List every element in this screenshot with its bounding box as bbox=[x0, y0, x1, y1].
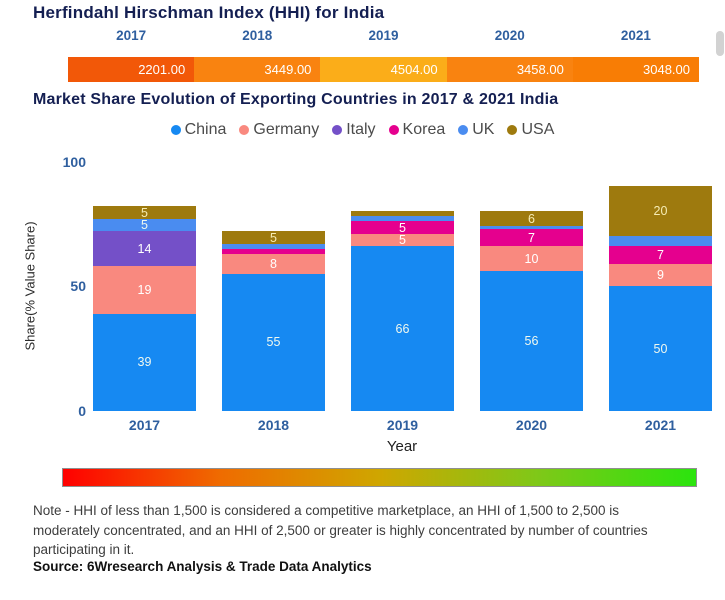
bar-data-label: 5 bbox=[399, 233, 406, 248]
bar-segment-korea-2020[interactable]: 7 bbox=[480, 228, 583, 247]
hhi-year-label: 2021 bbox=[620, 28, 651, 43]
legend-label: Germany bbox=[253, 121, 320, 138]
x-year-label: 2017 bbox=[128, 417, 161, 433]
bar-data-label: 20 bbox=[653, 204, 668, 219]
hhi-year-row: 2017 2018 2019 2020 2021 bbox=[68, 28, 699, 43]
legend-item-korea[interactable]: Korea bbox=[388, 121, 446, 139]
bar-segment-korea-2019[interactable]: 5 bbox=[351, 220, 454, 235]
bar-data-label: 5 bbox=[270, 230, 277, 245]
bar-segment-usa-2021[interactable]: 20 bbox=[609, 186, 712, 237]
x-axis-title: Year bbox=[386, 438, 418, 455]
x-year-label: 2019 bbox=[386, 417, 419, 433]
hhi-scale-gradient-bar bbox=[62, 468, 697, 487]
legend-item-china[interactable]: China bbox=[170, 121, 227, 139]
bar-segment-china-2020[interactable]: 56 bbox=[480, 271, 583, 411]
bar-segment-korea-2021[interactable]: 7 bbox=[609, 246, 712, 264]
bar-segment-germany-2021[interactable]: 9 bbox=[609, 263, 712, 287]
source-text: Source: 6Wresearch Analysis & Trade Data… bbox=[33, 559, 372, 574]
note-text: Note - HHI of less than 1,500 is conside… bbox=[33, 503, 648, 557]
hhi-year-label: 2018 bbox=[242, 28, 273, 43]
y-tick-label: 100 bbox=[62, 153, 86, 170]
legend-dot-icon bbox=[170, 125, 181, 135]
y-tick-label: 0 bbox=[78, 403, 86, 419]
y-axis-title: Share(% Value Share) bbox=[22, 221, 38, 351]
bar-data-label: 50 bbox=[653, 341, 668, 356]
bar-segment-usa-2020[interactable]: 6 bbox=[480, 211, 583, 227]
legend-label: USA bbox=[521, 121, 555, 138]
bar-data-label: 14 bbox=[137, 241, 152, 256]
bar-segment-uk-2021[interactable] bbox=[609, 236, 712, 247]
bar-data-label: 10 bbox=[524, 251, 539, 266]
legend-label: UK bbox=[472, 121, 495, 138]
bar-data-label: 6 bbox=[528, 211, 535, 226]
hhi-value: 3449.00 bbox=[264, 62, 312, 77]
legend-dot-icon bbox=[388, 125, 399, 135]
hhi-year-label: 2019 bbox=[368, 28, 399, 43]
bar-segment-uk-2017[interactable]: 5 bbox=[93, 218, 196, 233]
hhi-value: 4504.00 bbox=[390, 62, 438, 77]
hhi-segment: 2201.00 bbox=[68, 57, 195, 82]
hhi-value: 3458.00 bbox=[516, 62, 564, 77]
bar-segment-italy-2017[interactable]: 14 bbox=[93, 231, 196, 267]
legend-dot-icon bbox=[458, 125, 469, 135]
hhi-year-label: 2017 bbox=[116, 28, 147, 43]
bar-segment-usa-2017[interactable]: 5 bbox=[93, 205, 196, 220]
bar-data-label: 39 bbox=[137, 355, 152, 370]
bar-segment-uk-2018[interactable] bbox=[222, 243, 325, 249]
x-year-label: 2018 bbox=[257, 417, 290, 433]
bar-data-label: 9 bbox=[657, 268, 664, 282]
bar-segment-china-2017[interactable]: 39 bbox=[93, 313, 196, 411]
bar-segment-germany-2018[interactable]: 8 bbox=[222, 253, 325, 274]
bar-data-label: 8 bbox=[270, 256, 277, 271]
bar-data-label: 7 bbox=[657, 248, 664, 263]
scrollbar-thumb[interactable] bbox=[716, 31, 724, 56]
hhi-segment: 3048.00 bbox=[572, 57, 700, 82]
hhi-segment: 3449.00 bbox=[194, 57, 321, 82]
y-tick-label: 50 bbox=[70, 278, 86, 295]
bar-data-label: 5 bbox=[399, 220, 406, 235]
legend-item-italy[interactable]: Italy bbox=[332, 121, 376, 139]
legend-item-germany[interactable]: Germany bbox=[239, 121, 319, 139]
legend-item-usa[interactable]: USA bbox=[507, 121, 554, 139]
legend-item-uk[interactable]: UK bbox=[458, 121, 494, 139]
legend-label: Korea bbox=[402, 121, 446, 138]
legend-label: China bbox=[184, 121, 227, 138]
bar-data-label: 19 bbox=[137, 282, 152, 297]
hhi-title: Herfindahl Hirschman Index (HHI) for Ind… bbox=[33, 3, 385, 22]
legend-dot-icon bbox=[239, 125, 250, 135]
bar-segment-usa-2018[interactable]: 5 bbox=[222, 230, 325, 245]
x-year-label: 2020 bbox=[515, 417, 548, 433]
bar-data-label: 5 bbox=[141, 205, 148, 220]
legend-dot-icon bbox=[332, 125, 343, 135]
bar-data-label: 55 bbox=[266, 335, 281, 350]
hhi-segment: 3458.00 bbox=[446, 57, 573, 82]
bar-segment-china-2019[interactable]: 66 bbox=[351, 246, 454, 411]
hhi-value-strip: 2201.00 3449.00 4504.00 3458.00 3048.00 bbox=[68, 57, 700, 82]
bar-segment-uk-2020[interactable] bbox=[480, 226, 583, 229]
bar-segment-uk-2019[interactable] bbox=[351, 216, 454, 222]
bar-segment-germany-2019[interactable]: 5 bbox=[351, 233, 454, 248]
x-year-label: 2021 bbox=[644, 417, 677, 433]
bar-data-label: 56 bbox=[524, 334, 539, 349]
bar-segment-germany-2020[interactable]: 10 bbox=[480, 246, 583, 272]
bar-segment-china-2018[interactable]: 55 bbox=[222, 273, 325, 411]
bar-data-label: 66 bbox=[395, 321, 410, 336]
legend-label: Italy bbox=[346, 121, 376, 138]
chart-legend: China Germany Italy Korea UK USA bbox=[0, 121, 725, 139]
bar-segment-usa-2019[interactable] bbox=[351, 211, 454, 217]
market-share-title: Market Share Evolution of Exporting Coun… bbox=[33, 91, 559, 108]
bar-segment-china-2021[interactable]: 50 bbox=[609, 286, 712, 411]
hhi-segment: 4504.00 bbox=[320, 57, 447, 82]
hhi-value: 2201.00 bbox=[138, 62, 186, 77]
hhi-value: 3048.00 bbox=[643, 62, 691, 77]
hhi-year-label: 2020 bbox=[494, 28, 525, 43]
bar-data-label: 5 bbox=[141, 218, 148, 233]
bar-segment-germany-2017[interactable]: 19 bbox=[93, 266, 196, 314]
bar-segment-korea-2018[interactable] bbox=[222, 248, 325, 254]
bar-data-label: 7 bbox=[528, 230, 535, 245]
legend-dot-icon bbox=[507, 125, 518, 135]
